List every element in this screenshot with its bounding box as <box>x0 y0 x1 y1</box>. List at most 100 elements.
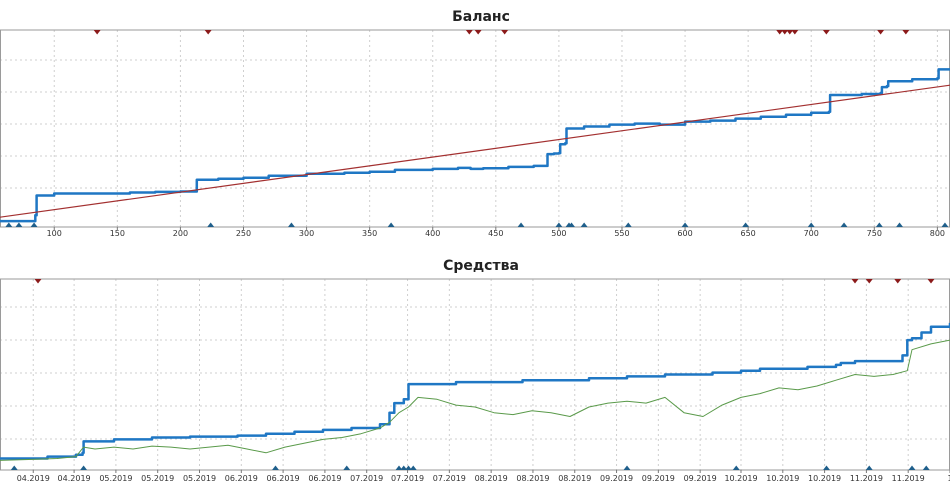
chart2-marker-bottom <box>80 465 88 470</box>
chart1-marker-top <box>204 30 212 35</box>
chart2-marker-bottom <box>623 465 631 470</box>
chart1-title: Баланс <box>452 9 510 25</box>
chart1-x-tick-label: 500 <box>551 229 566 238</box>
chart2-x-ticks: 04.2019 04.2019 05.2019 05.2019 05.2019 06.20… <box>17 470 950 483</box>
chart2-x-tick-label: 09.2019 <box>642 474 675 483</box>
chart1-marker-top <box>501 30 509 35</box>
chart2-marker-bottom <box>409 465 417 470</box>
chart2-x-tick-label: 04.2019 <box>17 474 50 483</box>
chart1-marker-bottom <box>5 222 13 227</box>
chart1-x-tick-label: 250 <box>236 229 251 238</box>
chart1-x-tick-label: 400 <box>425 229 440 238</box>
chart2-x-tick-label: 05.2019 <box>99 474 132 483</box>
chart1-marker-top <box>902 30 910 35</box>
chart2-x-tick-label: 06.2019 <box>225 474 258 483</box>
chart2-x-tick-label: 04.2019 <box>58 474 91 483</box>
chart1-marker-top <box>781 30 789 35</box>
chart2-title: Средства <box>443 258 519 274</box>
chart1-grid <box>0 30 950 227</box>
chart1-x-tick-label: 350 <box>362 229 377 238</box>
chart2-x-tick-label: 07.2019 <box>350 474 383 483</box>
chart1-x-ticks: 100 150 200 250 300 350 400 450 500 550 600 650 700 7… <box>47 227 945 238</box>
chart2-marker-bottom <box>10 465 18 470</box>
chart2-x-tick-label: 06.2019 <box>308 474 341 483</box>
chart2-marker-bottom <box>865 465 873 470</box>
chart1-marker-bottom <box>840 222 848 227</box>
chart1-series-trend <box>0 84 950 218</box>
chart2-x-tick-label: 05.2019 <box>141 474 174 483</box>
chart1-marker-bottom <box>742 222 750 227</box>
chart1-marker-bottom <box>807 222 815 227</box>
chart2-marker-top <box>34 279 42 284</box>
chart2-x-tick-label: 1 <box>947 474 950 483</box>
chart1-x-tick-label: 100 <box>47 229 62 238</box>
chart2-x-tick-label: 10.2019 <box>808 474 841 483</box>
chart1-marker-top <box>776 30 784 35</box>
chart2-x-tick-label: 06.2019 <box>267 474 300 483</box>
chart2-marker-bottom <box>405 465 412 470</box>
chart1-x-tick-label: 650 <box>741 229 756 238</box>
chart1-marker-bottom <box>387 222 395 227</box>
chart2-x-tick-label: 11.2019 <box>850 474 883 483</box>
chart2-x-tick-label: 07.2019 <box>433 474 466 483</box>
chart2-series-balance <box>0 322 950 460</box>
chart2-x-tick-label: 10.2019 <box>766 474 799 483</box>
chart2-x-tick-label: 09.2019 <box>684 474 717 483</box>
chart2-marker-bottom <box>400 465 408 470</box>
chart2-series <box>0 322 950 461</box>
chart2-marker-top <box>894 279 902 284</box>
chart1-marker-bottom <box>555 222 563 227</box>
chart1-x-tick-label: 600 <box>677 229 692 238</box>
chart2-markers <box>10 279 935 470</box>
chart1-marker-bottom <box>875 222 883 227</box>
chart1-x-tick-label: 700 <box>804 229 819 238</box>
chart1-x-tick-label: 450 <box>488 229 503 238</box>
chart2-marker-bottom <box>922 465 930 470</box>
chart1-marker-top <box>822 30 830 35</box>
chart2-grid <box>0 279 950 470</box>
chart1-marker-bottom <box>568 222 576 227</box>
chart2-x-tick-label: 07.2019 <box>391 474 424 483</box>
chart2-series-equity <box>0 339 950 461</box>
chart1-marker-top <box>474 30 482 35</box>
chart2-x-tick-label: 08.2019 <box>475 474 508 483</box>
chart1-series <box>0 68 950 223</box>
chart1-marker-bottom <box>896 222 904 227</box>
chart1-marker-bottom <box>624 222 632 227</box>
chart2-x-tick-label: 08.2019 <box>558 474 591 483</box>
chart1-marker-bottom <box>681 222 689 227</box>
chart2-x-tick-label: 05.2019 <box>183 474 216 483</box>
chart1-x-tick-label: 550 <box>614 229 629 238</box>
chart2-marker-top <box>927 279 935 284</box>
chart2-x-tick-label: 10.2019 <box>724 474 757 483</box>
chart1-marker-top <box>877 30 885 35</box>
chart2-marker-bottom <box>732 465 740 470</box>
chart2-marker-top <box>865 279 873 284</box>
chart1-marker-bottom <box>15 222 23 227</box>
chart1-marker-bottom <box>517 222 525 227</box>
chart1-x-tick-label: 800 <box>930 229 945 238</box>
chart1-x-tick-label: 200 <box>173 229 188 238</box>
chart1-marker-bottom <box>287 222 295 227</box>
chart1-marker-top <box>786 30 794 35</box>
chart2-marker-bottom <box>395 465 403 470</box>
chart1-marker-top <box>465 30 473 35</box>
chart2-marker-bottom <box>823 465 830 470</box>
chart2-marker-top <box>851 279 859 284</box>
chart1-marker-bottom <box>941 222 949 227</box>
chart1-x-tick-label: 750 <box>867 229 882 238</box>
chart1-marker-bottom <box>207 222 215 227</box>
chart1-marker-bottom <box>580 222 588 227</box>
chart1-x-tick-label: 150 <box>110 229 125 238</box>
chart2-x-tick-label: 11.2019 <box>892 474 925 483</box>
chart1-markers <box>5 30 949 227</box>
chart2-x-tick-label: 09.2019 <box>600 474 633 483</box>
chart2-marker-bottom <box>343 465 351 470</box>
chart2-marker-bottom <box>272 465 279 470</box>
chart2-x-tick-label: 08.2019 <box>516 474 549 483</box>
chart1-x-tick-label: 300 <box>299 229 314 238</box>
chart2-marker-bottom <box>908 465 916 470</box>
